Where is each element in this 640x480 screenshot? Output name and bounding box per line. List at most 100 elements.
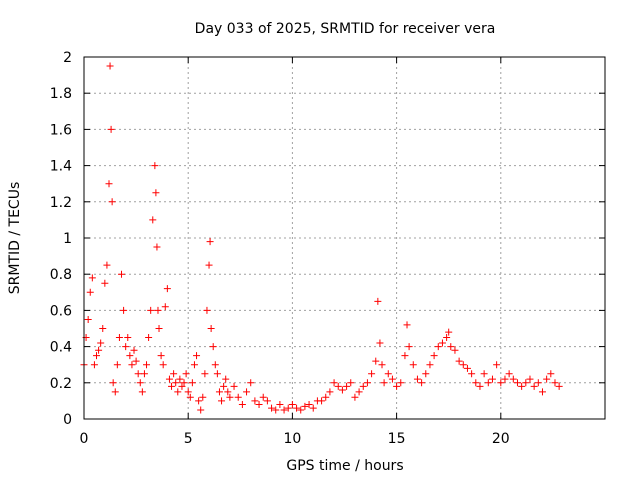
data-point bbox=[153, 243, 161, 251]
data-point bbox=[151, 162, 159, 170]
data-point bbox=[472, 379, 480, 387]
data-point bbox=[238, 401, 246, 409]
data-point bbox=[526, 375, 534, 383]
data-point bbox=[551, 379, 559, 387]
data-point bbox=[518, 382, 526, 390]
data-point bbox=[211, 361, 219, 369]
data-point bbox=[126, 352, 134, 360]
data-point bbox=[220, 382, 228, 390]
data-point bbox=[372, 357, 380, 365]
data-point bbox=[268, 404, 276, 412]
data-point bbox=[380, 379, 388, 387]
data-point bbox=[259, 393, 267, 401]
data-point bbox=[193, 352, 201, 360]
data-point bbox=[218, 397, 226, 405]
data-point bbox=[497, 379, 505, 387]
data-point bbox=[230, 382, 238, 390]
data-point bbox=[234, 393, 242, 401]
data-point bbox=[124, 334, 132, 342]
data-point bbox=[447, 343, 455, 351]
grid-lines bbox=[84, 57, 605, 419]
data-point bbox=[209, 343, 217, 351]
data-point bbox=[180, 379, 188, 387]
data-point bbox=[555, 382, 563, 390]
data-point bbox=[95, 346, 103, 354]
data-point bbox=[168, 382, 176, 390]
data-point bbox=[182, 370, 190, 378]
data-point bbox=[199, 393, 207, 401]
data-point bbox=[108, 198, 116, 206]
data-point bbox=[195, 397, 203, 405]
data-point bbox=[359, 382, 367, 390]
data-point bbox=[445, 328, 453, 336]
data-point bbox=[293, 404, 301, 412]
data-point bbox=[84, 315, 92, 323]
data-point bbox=[455, 357, 463, 365]
data-point bbox=[403, 321, 411, 329]
data-point bbox=[97, 339, 105, 347]
data-point bbox=[118, 270, 126, 278]
data-point bbox=[501, 375, 509, 383]
data-point bbox=[334, 382, 342, 390]
data-point bbox=[547, 370, 555, 378]
data-point bbox=[384, 370, 392, 378]
data-point bbox=[222, 375, 230, 383]
data-point bbox=[226, 393, 234, 401]
data-point bbox=[297, 406, 305, 414]
data-point bbox=[388, 375, 396, 383]
data-point bbox=[134, 370, 142, 378]
data-point bbox=[409, 361, 417, 369]
data-point bbox=[376, 339, 384, 347]
x-tick-label: 10 bbox=[283, 431, 301, 447]
data-point bbox=[463, 364, 471, 372]
data-point bbox=[488, 375, 496, 383]
data-point bbox=[318, 397, 326, 405]
data-point bbox=[90, 361, 98, 369]
data-point bbox=[255, 401, 263, 409]
data-point bbox=[106, 62, 114, 70]
y-tick-label: 2 bbox=[63, 50, 72, 66]
data-point bbox=[176, 375, 184, 383]
data-point bbox=[247, 379, 255, 387]
data-point bbox=[397, 379, 405, 387]
data-point bbox=[99, 325, 107, 332]
y-tick-label: 0.2 bbox=[50, 376, 72, 392]
data-point bbox=[459, 361, 467, 369]
data-point bbox=[224, 388, 232, 396]
data-point bbox=[159, 361, 167, 369]
x-tick-label: 20 bbox=[492, 431, 510, 447]
data-point bbox=[138, 388, 146, 396]
data-point bbox=[186, 393, 194, 401]
data-point bbox=[145, 334, 153, 342]
data-point bbox=[276, 401, 284, 409]
data-point bbox=[438, 339, 446, 347]
data-point bbox=[451, 346, 459, 354]
data-point bbox=[128, 361, 136, 369]
data-point bbox=[513, 379, 521, 387]
data-point bbox=[326, 388, 334, 396]
data-point bbox=[418, 379, 426, 387]
data-point bbox=[272, 406, 280, 414]
data-point bbox=[243, 388, 251, 396]
data-point bbox=[368, 370, 376, 378]
data-point bbox=[251, 397, 259, 405]
data-point bbox=[509, 375, 517, 383]
data-point bbox=[113, 361, 121, 369]
data-point bbox=[111, 388, 119, 396]
data-point bbox=[107, 125, 115, 133]
x-tick-label: 0 bbox=[80, 431, 89, 447]
data-point bbox=[170, 370, 178, 378]
data-point bbox=[534, 379, 542, 387]
data-point bbox=[143, 361, 151, 369]
data-point bbox=[480, 370, 488, 378]
data-point bbox=[130, 346, 138, 354]
axis-ticks bbox=[83, 56, 605, 420]
data-point bbox=[351, 393, 359, 401]
data-point bbox=[172, 379, 180, 387]
data-point bbox=[288, 401, 296, 409]
y-tick-label: 0.6 bbox=[50, 303, 72, 319]
data-point bbox=[413, 375, 421, 383]
data-point bbox=[147, 306, 155, 314]
data-point bbox=[109, 379, 117, 387]
